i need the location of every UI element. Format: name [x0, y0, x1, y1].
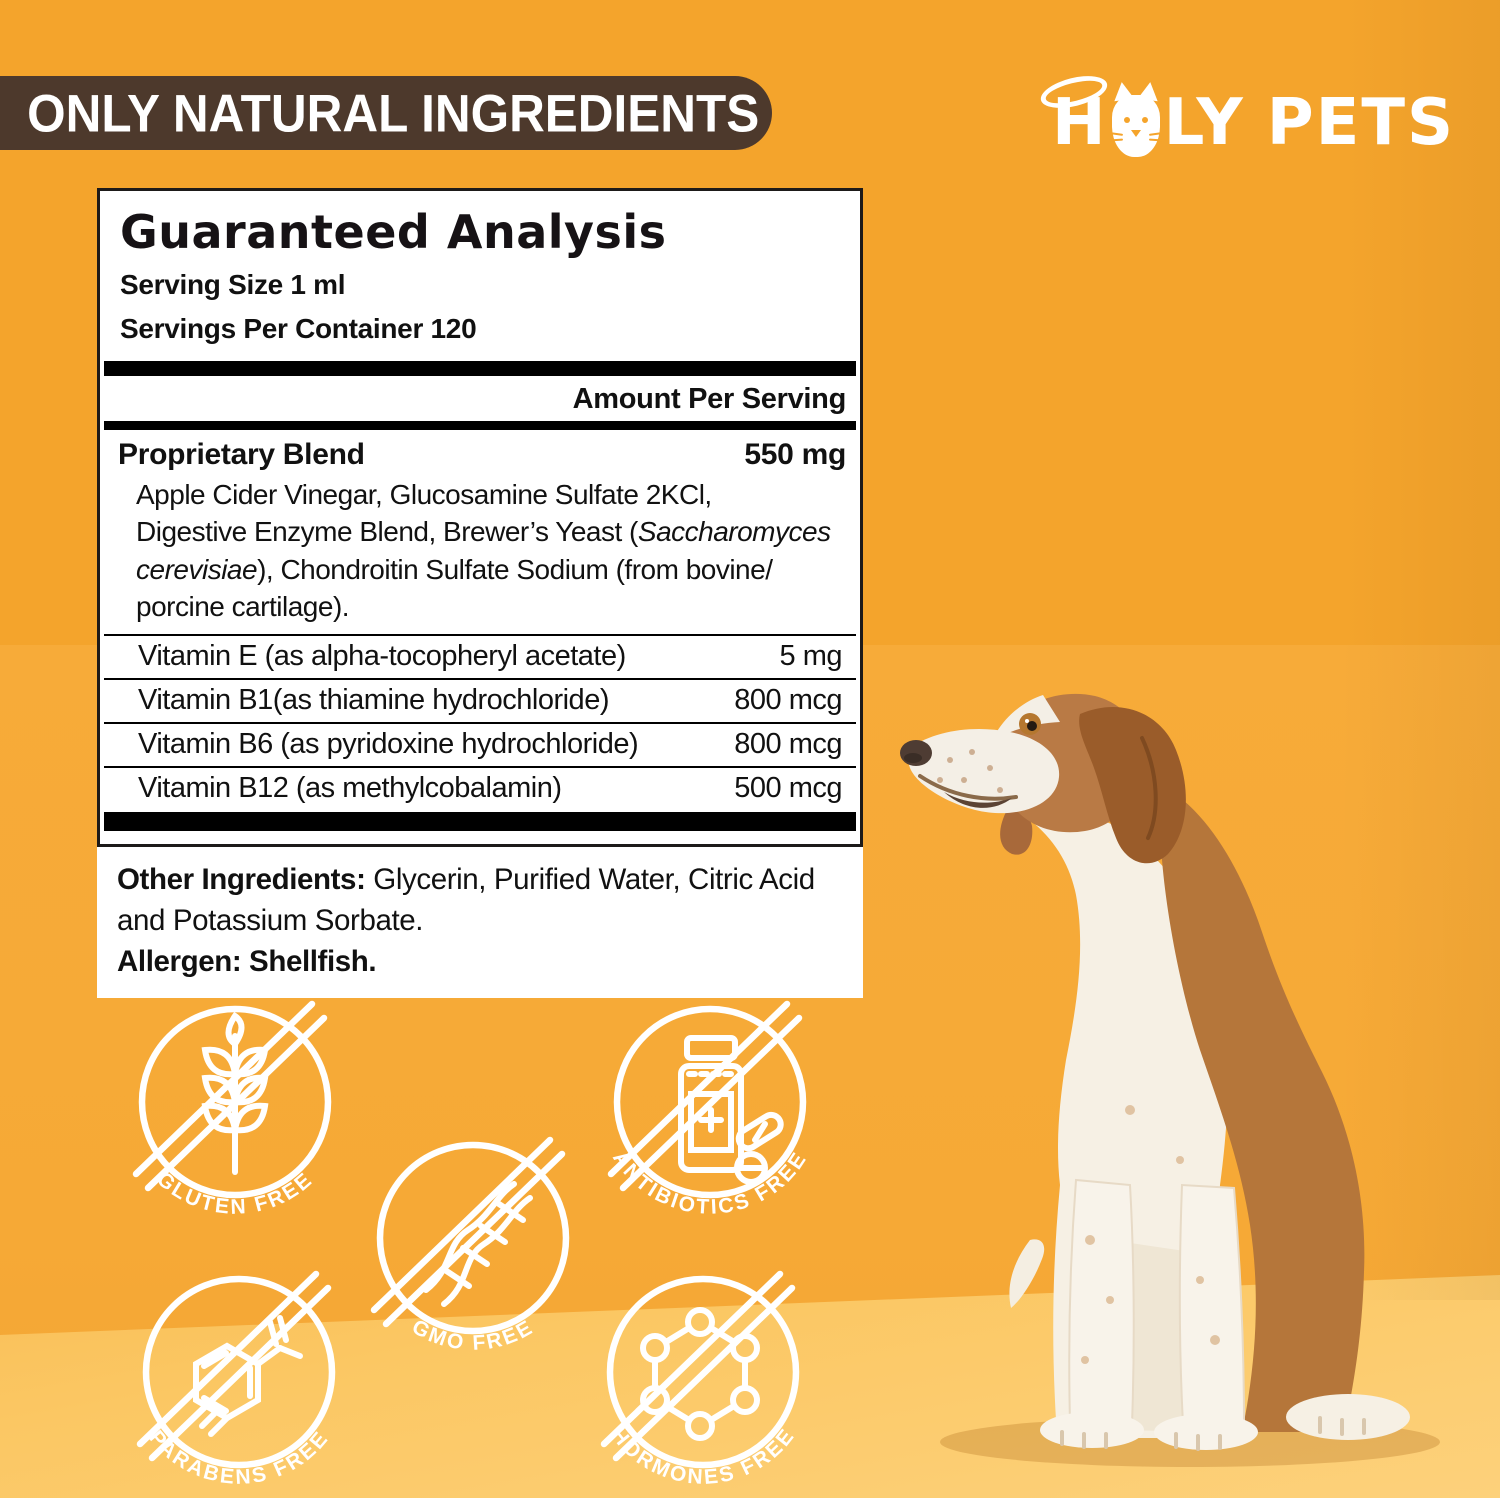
table-row: Vitamin B1(as thiamine hydrochloride) 80…: [104, 677, 856, 722]
backdrop-shadow-edge: [1340, 0, 1500, 1300]
dna-icon: [423, 1181, 533, 1307]
nutrient-amount: 500 mcg: [734, 771, 842, 804]
badge-ring: [142, 1275, 336, 1469]
blend-desc-line: Apple Cider Vinegar, Glucosamine Sulfate…: [136, 478, 712, 510]
badge-ring: [613, 1005, 807, 1199]
divider-thick-bar: [104, 360, 856, 376]
nutrient-amount: 800 mcg: [734, 727, 842, 760]
table-row: Vitamin B6 (as pyridoxine hydrochloride)…: [104, 721, 856, 766]
divider-medium-bar: [104, 420, 856, 430]
other-ingredients-section: Other Ingredients: Glycerin, Purified Wa…: [97, 847, 863, 999]
nutrient-name: Vitamin B12 (as methylcobalamin): [138, 771, 562, 804]
slash-icon: [132, 1000, 316, 1178]
slash-icon: [612, 1284, 796, 1462]
pill-bottle-icon: [678, 1035, 784, 1185]
logo-word-pets: PETS: [1266, 86, 1456, 160]
table-row: Vitamin B12 (as methylcobalamin) 500 mcg: [104, 765, 856, 810]
banner-text: ONLY NATURAL INGREDIENTS: [27, 83, 760, 143]
slash-icon: [600, 1270, 784, 1448]
panel-title: Guaranteed Analysis: [120, 205, 667, 259]
gmo-free-badge: GMO FREE: [348, 1118, 598, 1418]
badge-ring: [376, 1141, 570, 1335]
benzene-molecule-icon: [193, 1315, 303, 1437]
slash-icon: [148, 1284, 332, 1462]
nutrient-amount: 800 mcg: [734, 683, 842, 716]
blend-amount: 550 mg: [744, 437, 846, 471]
logo-letters-ly: LY: [1163, 86, 1245, 160]
nutrient-name: Vitamin B6 (as pyridoxine hydrochloride): [138, 727, 639, 760]
blend-desc-line: cerevisiae), Chondroitin Sulfate Sodium …: [136, 553, 773, 585]
logo-letter-h: H: [1037, 70, 1111, 160]
only-natural-ingredients-banner: ONLY NATURAL INGREDIENTS: [0, 76, 772, 150]
serving-size: Serving Size 1 ml: [120, 269, 346, 300]
svg-text:GMO FREE: GMO FREE: [408, 1315, 538, 1355]
slash-icon: [136, 1270, 320, 1448]
divider-thick-bar: [104, 811, 856, 831]
servings-per-container: Servings Per Container 120: [120, 312, 477, 344]
cat-face-icon: O: [1109, 80, 1162, 157]
cat-ear-icon: [1137, 80, 1160, 102]
amount-per-serving-header: Amount Per Serving: [572, 382, 847, 415]
allergen-text: Allergen: Shellfish.: [117, 945, 377, 979]
proprietary-blend-row: Proprietary Blend 550 mg: [100, 430, 860, 474]
wheat-icon: [201, 1011, 269, 1175]
badge-ring: [606, 1275, 800, 1469]
table-row: Vitamin E (as alpha-tocopheryl acetate) …: [104, 633, 856, 678]
nutrient-amount: 5 mg: [779, 639, 843, 672]
parabens-free-badge: PARABENS FREE: [114, 1252, 364, 1498]
other-ingredients-text: Other Ingredients: Glycerin, Purified Wa…: [117, 862, 815, 896]
hormones-free-badge: HORMONES FREE: [578, 1252, 828, 1498]
slash-icon: [619, 1014, 803, 1192]
badge-ring: [138, 1005, 332, 1199]
guaranteed-analysis-table: Guaranteed Analysis Serving Size 1 ml Se…: [97, 188, 863, 847]
other-ingredients-text: and Potassium Sorbate.: [117, 903, 424, 937]
gluten-free-badge: GLUTEN FREE: [110, 982, 360, 1282]
badge-label: GMO FREE: [408, 1315, 535, 1355]
molecule-network-icon: [640, 1307, 760, 1441]
blend-desc-line: Digestive Enzyme Blend, Brewer’s Yeast (…: [136, 516, 831, 548]
nutrient-name: Vitamin B1(as thiamine hydrochloride): [138, 683, 609, 716]
slash-icon: [370, 1136, 554, 1314]
blend-desc-line: porcine cartilage).: [136, 591, 350, 623]
antibiotics-free-badge: ANTIBIOTICS FREE: [585, 982, 835, 1282]
blend-name: Proprietary Blend: [118, 437, 365, 471]
slash-icon: [607, 1000, 791, 1178]
blend-ingredients-text: Apple Cider Vinegar, Glucosamine Sulfate…: [100, 474, 860, 634]
nutrient-name: Vitamin E (as alpha-tocopheryl acetate): [138, 639, 626, 672]
holy-pets-logo: H O LY PETS: [1037, 70, 1456, 160]
guaranteed-analysis-panel: Guaranteed Analysis Serving Size 1 ml Se…: [97, 188, 863, 999]
cat-ear-icon: [1111, 80, 1134, 102]
dog-photo: [880, 680, 1500, 1498]
slash-icon: [382, 1150, 566, 1328]
dog-ear: [1079, 706, 1186, 864]
